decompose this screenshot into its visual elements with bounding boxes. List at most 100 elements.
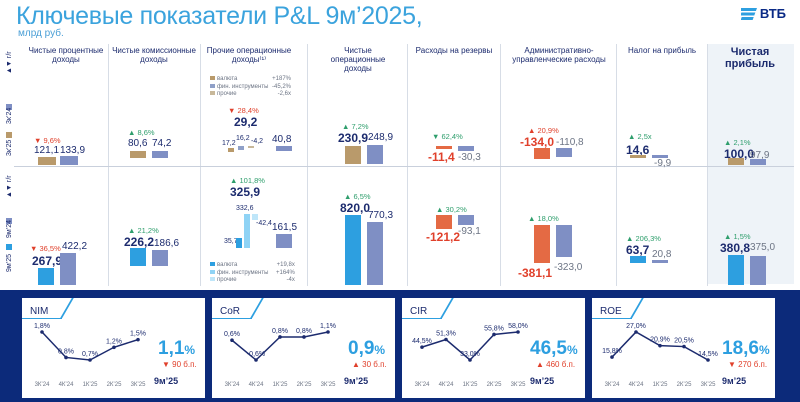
- kpi-data-point: [64, 355, 68, 360]
- grid-divider: [407, 44, 408, 286]
- kpi-value-unit: %: [566, 343, 578, 357]
- kpi-change: ▼ 90 б.п.: [162, 360, 197, 369]
- bar-value-previous: 20,8: [652, 249, 672, 260]
- kpi-point-label: 44,5%: [412, 338, 432, 345]
- row-nm-prev-label: 9м’24: [6, 219, 13, 238]
- change-indicator: ▲ 206,3%: [626, 234, 661, 243]
- bar-previous: [60, 253, 76, 285]
- bar-previous: [276, 146, 292, 151]
- kpi-title: ROE: [600, 306, 622, 317]
- row-q-cur-label: 3к’25: [6, 139, 13, 156]
- kpi-period: 9м’25: [344, 376, 369, 386]
- bar-value-current: 226,2: [124, 235, 155, 249]
- bar-current: [630, 155, 646, 158]
- bar-value-current: 80,6: [128, 138, 148, 149]
- kpi-x-tick-label: 3К’25: [131, 382, 147, 388]
- grid-divider: [200, 44, 201, 286]
- change-indicator: ▼ 36,5%: [30, 244, 61, 253]
- bar-value-previous: -9,9: [654, 158, 672, 169]
- kpi-data-point: [492, 332, 496, 337]
- kpi-value: 1,1%: [158, 338, 195, 360]
- bar-current: [534, 148, 550, 159]
- bar-value-current: -381,1: [518, 266, 553, 280]
- change-indicator: ▲ 1,5%: [724, 232, 751, 241]
- kpi-value: 0,9%: [348, 338, 385, 360]
- bar-value-current: 63,7: [626, 243, 650, 257]
- change-indicator: ▲ 101,8%: [230, 176, 265, 185]
- bar-value-current: 230,9: [338, 131, 369, 145]
- component-value: -4,2: [251, 138, 264, 145]
- kpi-data-point: [112, 345, 116, 350]
- kpi-point-label: 27,0%: [626, 323, 646, 330]
- page-subtitle: млрд руб.: [18, 28, 64, 39]
- kpi-x-tick-label: 2К’25: [677, 382, 693, 388]
- change-indicator: ▲ 6,5%: [344, 192, 371, 201]
- bar-previous: [652, 155, 668, 158]
- bar-value-previous: 97,9: [750, 150, 770, 161]
- kpi-point-label: 51,3%: [436, 331, 456, 338]
- bar-previous: [556, 225, 572, 257]
- bar-previous: [750, 256, 766, 285]
- component-bar: [228, 148, 234, 152]
- grid-divider: [616, 44, 617, 286]
- kpi-data-point: [682, 344, 686, 349]
- bar-previous: [367, 145, 383, 164]
- kpi-data-point: [444, 337, 448, 342]
- kpi-point-label: 33,0%: [460, 351, 480, 358]
- bar-previous: [276, 234, 292, 248]
- kpi-data-point: [610, 355, 614, 359]
- kpi-x-tick-label: 3К’24: [415, 382, 431, 388]
- bar-current: [436, 146, 452, 149]
- bar-current: [345, 215, 361, 285]
- kpi-x-tick-label: 1К’25: [463, 382, 479, 388]
- kpi-data-point: [420, 345, 424, 349]
- kpi-data-point: [516, 330, 520, 334]
- kpi-change: ▼ 270 б.п.: [728, 360, 768, 369]
- col-header-opinc: Чистые операционные доходы: [330, 46, 386, 73]
- kpi-point-label: 1,8%: [34, 323, 50, 330]
- bar-value-current: -121,2: [426, 230, 461, 244]
- bar-previous: [152, 151, 168, 158]
- change-indicator: ▼ 28,4%: [228, 106, 259, 115]
- change-indicator: ▲ 7,2%: [342, 122, 369, 131]
- legend-value: +164%: [276, 269, 295, 276]
- legend-label: фин. инструменты: [217, 269, 269, 276]
- grid-divider: [307, 44, 308, 286]
- vtb-logo: ВТБ: [740, 6, 786, 21]
- kpi-point-label: 0,7%: [82, 351, 98, 358]
- legend-swatch: [210, 277, 215, 282]
- legend-label: прочие: [217, 91, 237, 97]
- row-nm-yoy-label: ▲▼ г/г: [6, 175, 13, 198]
- kpi-underline: [402, 318, 442, 319]
- bar-value-current: 267,9: [32, 254, 63, 268]
- kpi-title: CoR: [220, 306, 241, 317]
- kpi-change: ▲ 30 б.п.: [352, 360, 387, 369]
- bar-value-previous: 422,2: [62, 241, 88, 252]
- kpi-underline: [212, 318, 252, 319]
- grid-divider: [707, 44, 708, 286]
- bar-value-current: 121,1: [34, 145, 60, 156]
- kpi-x-tick-label: 3К’25: [701, 382, 717, 388]
- kpi-point-label: 20,9%: [650, 337, 670, 344]
- bar-current: [130, 248, 146, 266]
- legend-label: валюта: [217, 76, 238, 82]
- kpi-data-point: [278, 335, 282, 339]
- change-indicator: ▲ 30,2%: [436, 205, 467, 214]
- other-income-legend: валюта фин. инструменты прочие: [210, 262, 268, 285]
- bar-value-current: 29,2: [234, 115, 258, 129]
- kpi-data-point: [658, 343, 662, 348]
- col-header-tax: Налог на прибыль: [627, 46, 697, 55]
- kpi-card-roe: ROE 15,8% 3К’24 27,0% 4К’24 20,9% 1К’25 20,5% 2…: [592, 298, 775, 398]
- legend-label: прочие: [217, 277, 237, 283]
- row-q-yoy-label: ▲▼ г/г: [6, 51, 13, 74]
- legend-value: -2,6х: [277, 91, 292, 97]
- component-bar: [248, 146, 254, 148]
- component-value: 16,2: [236, 135, 250, 142]
- kpi-data-point: [254, 358, 258, 362]
- kpi-data-point: [88, 358, 92, 362]
- kpi-point-label: 0,8%: [272, 328, 288, 335]
- bar-value-previous: -323,0: [554, 262, 583, 273]
- bar-previous: [458, 146, 474, 151]
- legend-swatch: [210, 91, 215, 96]
- bar-current: [38, 268, 54, 285]
